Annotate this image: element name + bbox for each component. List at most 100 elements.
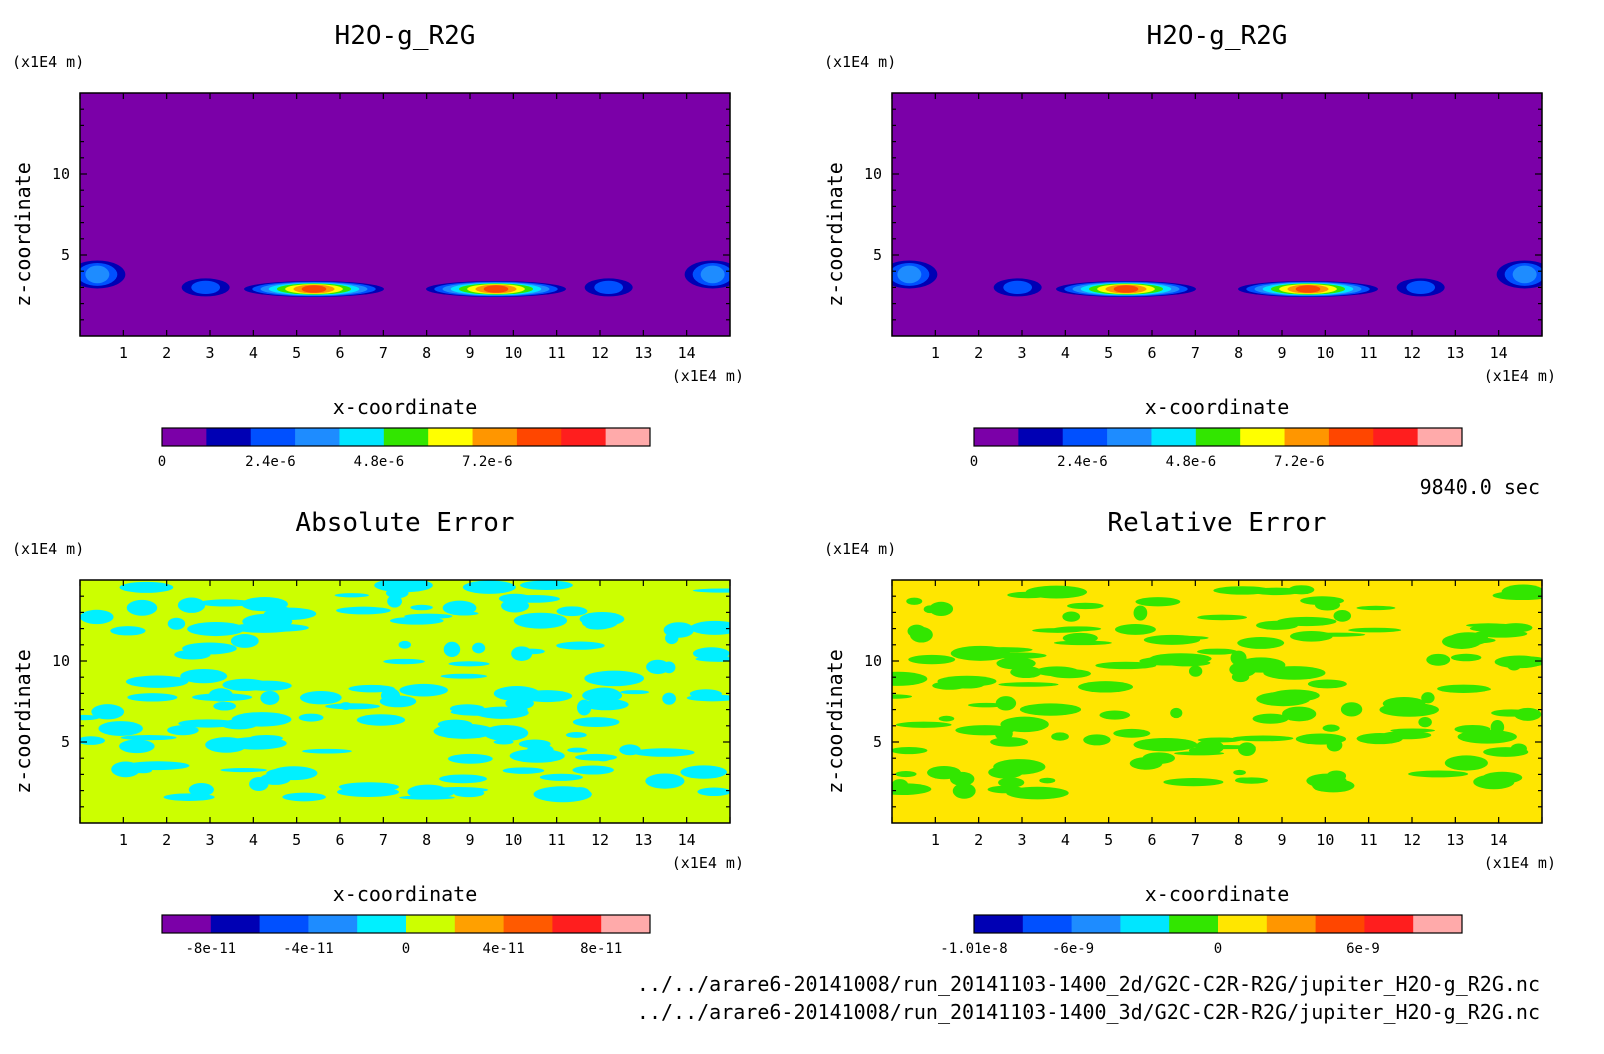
error-patch: [1113, 728, 1151, 738]
error-patch: [120, 734, 177, 741]
x-tick-label: 7: [379, 344, 388, 362]
plot-frame: [891, 579, 1543, 824]
x-tick-label: 14: [1490, 831, 1508, 849]
y-tick-label: 5: [873, 733, 882, 751]
error-patch: [1083, 734, 1111, 746]
error-patch: [1188, 665, 1203, 677]
colorbar: 0 2.4e-6 4.8e-6 7.2e-6: [970, 427, 1463, 470]
error-patch: [906, 597, 923, 605]
x-tick-label: 14: [678, 831, 696, 849]
error-patch: [1053, 640, 1112, 646]
error-patch: [1000, 716, 1049, 733]
error-patch: [695, 656, 730, 662]
y-unit-label: (x1E4 m): [12, 540, 84, 558]
error-patch: [399, 683, 448, 697]
error-patch: [483, 725, 529, 741]
colorbar-swatch: [406, 915, 456, 933]
error-patch: [892, 694, 913, 699]
colorbar-swatch: [1417, 428, 1463, 446]
error-patch: [502, 767, 545, 774]
y-tick-label: 10: [864, 652, 882, 670]
error-patch: [260, 690, 280, 705]
x-tick-label: 7: [1191, 344, 1200, 362]
chart-title: H2O-g_R2G: [335, 21, 476, 51]
colorbar-label: 7.2e-6: [462, 454, 513, 470]
error-patch: [1322, 724, 1340, 732]
error-patch: [449, 704, 485, 714]
colorbar-label: 4e-11: [483, 941, 525, 957]
error-patch: [119, 581, 174, 593]
error-patch: [177, 597, 206, 613]
error-patch: [270, 766, 318, 781]
y-tick-label: 5: [61, 246, 70, 264]
x-tick-label: 12: [1403, 344, 1421, 362]
error-patch: [299, 690, 342, 705]
colorbar-swatch: [1018, 428, 1064, 446]
x-axis-label: x-coordinate: [333, 395, 478, 419]
error-patch: [410, 604, 433, 611]
error-patch: [249, 623, 309, 632]
error-patch: [577, 699, 592, 716]
error-patch: [448, 661, 490, 667]
time-label: 9840.0 sec: [1420, 475, 1540, 499]
colorbar-swatch: [1413, 915, 1463, 933]
error-patch: [174, 649, 211, 660]
colorbar-frame: [973, 914, 1463, 934]
error-patch: [595, 754, 611, 762]
error-patch: [1288, 585, 1315, 595]
error-patch: [110, 626, 146, 636]
y-tick-label: 5: [61, 733, 70, 751]
error-patch: [127, 693, 178, 702]
colorbar-swatch: [250, 428, 296, 446]
x-tick-label: 14: [1490, 344, 1508, 362]
error-patch: [1053, 626, 1102, 632]
colorbar-swatch: [1169, 915, 1219, 933]
error-patch: [398, 640, 412, 649]
error-patch: [556, 641, 605, 650]
colorbar-swatch: [1195, 428, 1241, 446]
plot-frame: [891, 92, 1543, 337]
error-patch: [1263, 666, 1326, 680]
error-patch: [433, 723, 495, 739]
error-patch: [188, 782, 214, 797]
colorbar-swatch: [1062, 428, 1108, 446]
error-patch: [443, 641, 461, 657]
error-patch: [520, 580, 573, 591]
error-patch: [282, 792, 326, 802]
error-patch: [1289, 630, 1333, 642]
contour-level: [85, 265, 110, 284]
error-patch: [348, 684, 395, 693]
colorbar-swatch: [552, 915, 602, 933]
chart-panel-2: H2O-g_R2G(x1E4 m)1 2 3 4 5 6 7 8 9 10 11 12 13 14510(…: [823, 21, 1556, 470]
colorbar-label: 0: [402, 941, 410, 957]
x-tick-label: 4: [249, 831, 258, 849]
x-tick-label: 8: [422, 831, 431, 849]
error-patch: [1437, 684, 1490, 693]
error-patch: [619, 744, 641, 756]
x-tick-label: 13: [1446, 344, 1464, 362]
error-patch: [1133, 737, 1198, 752]
error-patch: [1062, 611, 1081, 622]
error-patch: [583, 698, 629, 711]
error-patch: [556, 606, 588, 617]
x-tick-label: 8: [422, 344, 431, 362]
error-patch: [1035, 666, 1079, 677]
contour-level: [1003, 280, 1033, 295]
x-tick-label: 11: [548, 831, 566, 849]
error-patch: [1466, 623, 1511, 628]
y-axis-label: z-coordinate: [11, 649, 35, 794]
contour-level: [594, 280, 624, 295]
x-tick-label: 13: [1446, 831, 1464, 849]
colorbar-label: -6e-9: [1052, 941, 1094, 957]
colorbar-swatch: [357, 915, 407, 933]
x-tick-label: 9: [1277, 344, 1286, 362]
colorbar-label: 2.4e-6: [1057, 454, 1108, 470]
error-patch: [892, 746, 928, 755]
error-patch: [689, 689, 722, 699]
colorbar-swatch: [162, 428, 207, 446]
x-tick-label: 10: [1316, 344, 1334, 362]
error-patch: [996, 657, 1036, 670]
error-patch: [187, 621, 245, 637]
y-axis-label: z-coordinate: [823, 649, 847, 794]
x-axis-label: x-coordinate: [1145, 395, 1290, 419]
